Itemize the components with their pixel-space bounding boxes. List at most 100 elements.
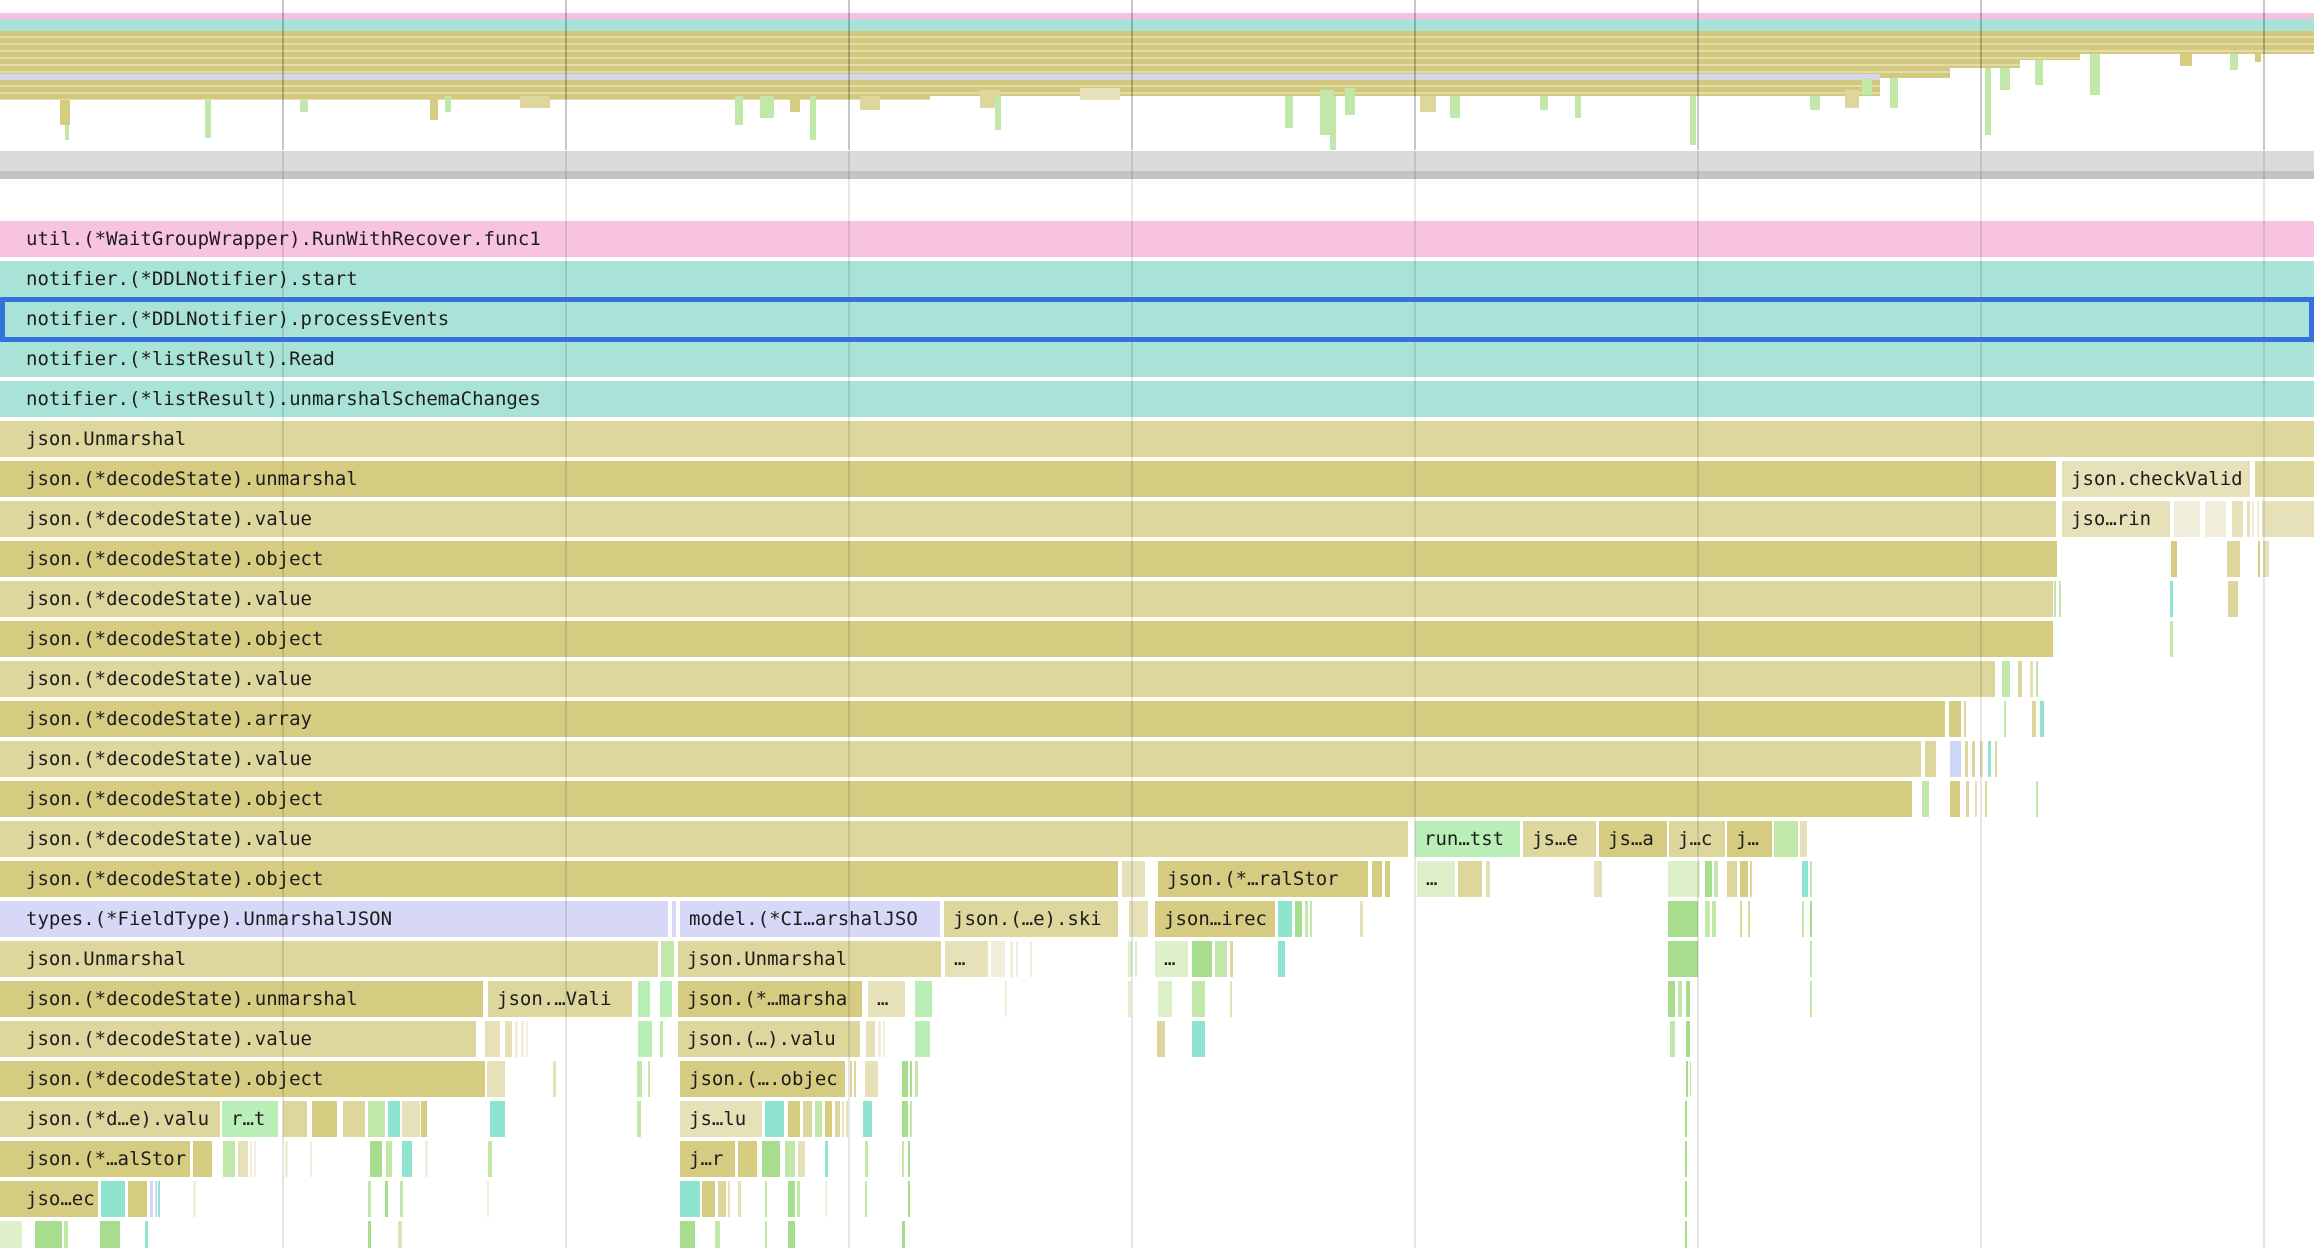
flame-bar[interactable] — [728, 1181, 730, 1217]
flame-bar[interactable] — [1686, 981, 1690, 1017]
flame-bar[interactable] — [2040, 701, 2044, 737]
flame-bar-labeled[interactable]: js…lu — [680, 1101, 762, 1137]
flame-bar-labeled[interactable]: util.(*WaitGroupWrapper).RunWithRecover.… — [0, 221, 2314, 257]
flame-bar-labeled[interactable]: json.(….objec — [680, 1061, 845, 1097]
flame-bar[interactable] — [672, 901, 676, 937]
flame-bar[interactable] — [254, 1141, 256, 1177]
flame-bar-labeled[interactable]: notifier.(*listResult).Read — [0, 341, 2314, 377]
flame-bar[interactable] — [343, 1101, 365, 1137]
flame-bar[interactable] — [1727, 861, 1737, 897]
flame-bar[interactable] — [505, 1021, 512, 1057]
flame-bar-labeled[interactable]: json.(*decodeState).value — [0, 581, 2053, 617]
flame-bar[interactable] — [902, 1101, 908, 1137]
flame-bar-labeled[interactable]: notifier.(*DDLNotifier).processEvents — [0, 301, 2314, 337]
flame-bar[interactable] — [1964, 701, 1966, 737]
flame-bar[interactable] — [910, 1061, 912, 1097]
flame-bar[interactable] — [1230, 941, 1233, 977]
flame-bar-labeled[interactable]: types.(*FieldType).UnmarshalJSON — [0, 901, 668, 937]
flame-bar[interactable] — [1750, 861, 1752, 897]
flame-bar[interactable] — [388, 1101, 400, 1137]
flame-bar[interactable] — [1685, 1181, 1687, 1217]
flame-bar[interactable] — [1740, 861, 1748, 897]
flame-bar[interactable] — [1965, 741, 1968, 777]
flame-bar[interactable] — [1685, 1141, 1687, 1177]
flame-bar[interactable] — [1010, 941, 1013, 977]
flame-bar[interactable] — [1230, 981, 1232, 1017]
flame-bar[interactable] — [1668, 941, 1698, 977]
flame-bar[interactable] — [738, 1181, 741, 1217]
flame-bar-labeled[interactable]: json.(*…ralStor — [1158, 861, 1368, 897]
flame-bar-labeled[interactable]: … — [1417, 861, 1455, 897]
flame-bar[interactable] — [991, 941, 1005, 977]
flame-bar[interactable] — [1215, 941, 1227, 977]
flame-bar[interactable] — [825, 1101, 832, 1137]
flame-bar[interactable] — [785, 1141, 795, 1177]
flame-bar[interactable] — [250, 1141, 252, 1177]
flame-bar[interactable] — [788, 1181, 795, 1217]
flame-bar[interactable] — [1985, 781, 1987, 817]
flame-bar[interactable] — [1128, 981, 1131, 1017]
flame-bar[interactable] — [64, 1221, 68, 1248]
flame-bar[interactable] — [846, 1101, 848, 1137]
flame-bar[interactable] — [310, 1141, 312, 1177]
flame-bar[interactable] — [1385, 861, 1390, 897]
flame-bar-labeled[interactable]: … — [945, 941, 988, 977]
flame-bar[interactable] — [2247, 501, 2250, 537]
flame-bar[interactable] — [1712, 901, 1716, 937]
flame-bar[interactable] — [1360, 901, 1363, 937]
flame-bar[interactable] — [2018, 661, 2022, 697]
flame-bar[interactable] — [638, 981, 650, 1017]
flame-bar[interactable] — [488, 1141, 492, 1177]
flame-bar-labeled[interactable]: json.(*decodeState).object — [0, 861, 1118, 897]
flame-bar[interactable] — [2170, 621, 2173, 657]
flame-bar[interactable] — [715, 1221, 720, 1248]
flame-bar[interactable] — [1949, 701, 1961, 737]
flame-bar-labeled[interactable]: json.Unmarshal — [678, 941, 941, 977]
flame-bar[interactable] — [680, 1221, 695, 1248]
flame-bar[interactable] — [660, 981, 672, 1017]
flame-bar-labeled[interactable]: jso…ec — [0, 1181, 98, 1217]
flame-bar[interactable] — [155, 1181, 157, 1217]
flame-bar[interactable] — [1128, 941, 1132, 977]
flame-bar-labeled[interactable]: json.(…e).ski — [944, 901, 1118, 937]
flame-bar-labeled[interactable]: notifier.(*DDLNotifier).start — [0, 261, 2314, 297]
flame-bar[interactable] — [702, 1181, 715, 1217]
flame-bar[interactable] — [1950, 781, 1960, 817]
flame-bar[interactable] — [1458, 861, 1482, 897]
flame-bar[interactable] — [1740, 901, 1742, 937]
flame-bar[interactable] — [1748, 901, 1750, 937]
flame-bar[interactable] — [223, 1141, 235, 1177]
flame-bar-labeled[interactable]: json.(*d…e).valu — [0, 1101, 220, 1137]
flame-bar-labeled[interactable]: js…a — [1599, 821, 1667, 857]
flame-bar[interactable] — [1278, 941, 1285, 977]
flame-bar[interactable] — [765, 1221, 767, 1248]
flame-bar[interactable] — [1972, 741, 1975, 777]
flame-bar-labeled[interactable]: json.(*decodeState).value — [0, 501, 2056, 537]
flame-bar[interactable] — [370, 1141, 382, 1177]
flame-bar[interactable] — [2171, 541, 2177, 577]
flame-bar-labeled[interactable]: … — [1155, 941, 1188, 977]
flame-bar[interactable] — [1486, 861, 1490, 897]
flame-bar[interactable] — [788, 1101, 800, 1137]
flame-bar[interactable] — [1005, 981, 1007, 1017]
flame-bar[interactable] — [485, 1021, 500, 1057]
flame-bar[interactable] — [825, 1181, 827, 1217]
flame-bar[interactable] — [1310, 901, 1312, 937]
flame-bar[interactable] — [765, 1101, 784, 1137]
flame-bar[interactable] — [100, 1221, 120, 1248]
flame-bar-labeled[interactable]: json.(*decodeState).value — [0, 741, 1921, 777]
flame-bar[interactable] — [1980, 741, 1983, 777]
flame-bar[interactable] — [908, 1181, 910, 1217]
flame-bar[interactable] — [150, 1181, 153, 1217]
flame-bar[interactable] — [648, 1061, 650, 1097]
flame-bar[interactable] — [1810, 981, 1812, 1017]
flame-bar[interactable] — [637, 1101, 641, 1137]
flame-bar[interactable] — [1668, 861, 1700, 897]
flame-bar-labeled[interactable]: json.(*decodeState).array — [0, 701, 1945, 737]
flame-bar[interactable] — [902, 1141, 904, 1177]
flame-bar[interactable] — [1705, 901, 1710, 937]
flame-bar-labeled[interactable]: json.(*decodeState).object — [0, 781, 1912, 817]
flame-bar[interactable] — [312, 1101, 337, 1137]
flame-bar[interactable] — [798, 1141, 805, 1177]
scrollbar-track[interactable] — [0, 151, 2314, 171]
